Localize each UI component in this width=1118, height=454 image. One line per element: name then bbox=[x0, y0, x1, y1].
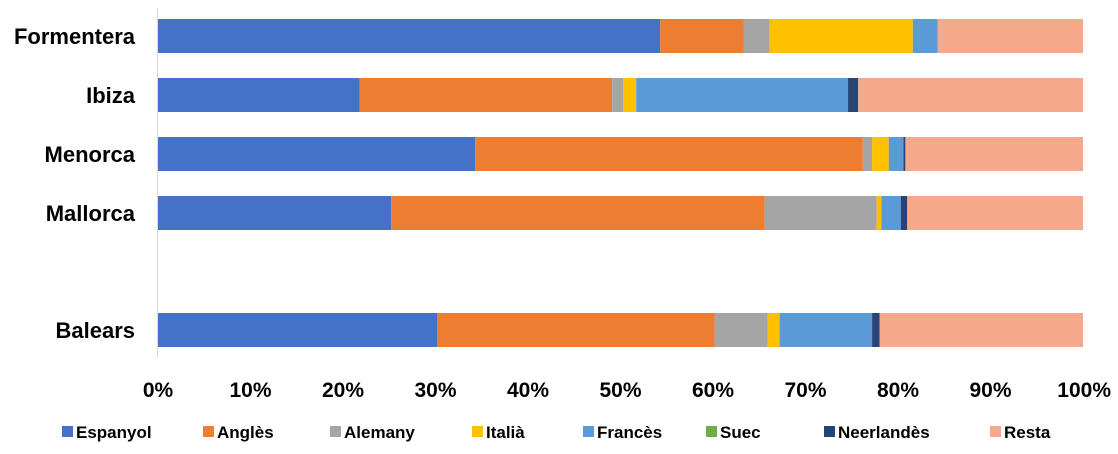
bar-segment-ibiza-resta bbox=[858, 78, 1083, 112]
legend-label: Neerlandès bbox=[838, 423, 930, 442]
bar-segment-mallorca-alemany bbox=[764, 196, 877, 230]
legend-swatch bbox=[990, 426, 1001, 437]
x-tick-label: 70% bbox=[784, 379, 826, 402]
bar-segment-menorca-italià bbox=[872, 137, 889, 171]
bar-segment-ibiza-espanyol bbox=[158, 78, 360, 112]
bar-segment-formentera-espanyol bbox=[158, 19, 661, 53]
bar-segment-balears-alemany bbox=[714, 313, 768, 347]
x-tick-label: 90% bbox=[969, 379, 1011, 402]
x-tick-label: 0% bbox=[143, 379, 174, 402]
bar-segment-formentera-alemany bbox=[743, 19, 770, 53]
category-label: Mallorca bbox=[46, 201, 136, 226]
bar-segment-mallorca-francès bbox=[881, 196, 901, 230]
bar-segment-balears-neerlandès bbox=[872, 313, 880, 347]
x-tick-label: 60% bbox=[692, 379, 734, 402]
bar-segment-ibiza-alemany bbox=[612, 78, 624, 112]
x-tick-label: 100% bbox=[1057, 379, 1111, 402]
x-tick-label: 80% bbox=[877, 379, 919, 402]
bar-segment-formentera-anglès bbox=[660, 19, 744, 53]
bar-segment-ibiza-italià bbox=[623, 78, 637, 112]
bar-segment-ibiza-francès bbox=[636, 78, 849, 112]
bar-segment-balears-espanyol bbox=[158, 313, 438, 347]
legend-label: Italià bbox=[486, 423, 525, 442]
bar-segment-menorca-resta bbox=[905, 137, 1083, 171]
legend-swatch bbox=[824, 426, 835, 437]
bar-segment-mallorca-resta bbox=[907, 196, 1083, 230]
bar-segment-ibiza-anglès bbox=[359, 78, 613, 112]
legend-label: Alemany bbox=[344, 423, 415, 442]
category-label: Menorca bbox=[45, 142, 136, 167]
legend-swatch bbox=[472, 426, 483, 437]
legend-label: Espanyol bbox=[76, 423, 152, 442]
legend-swatch bbox=[706, 426, 717, 437]
x-tick-label: 50% bbox=[599, 379, 641, 402]
x-tick-label: 40% bbox=[507, 379, 549, 402]
bar-segment-balears-resta bbox=[879, 313, 1083, 347]
legend-label: Resta bbox=[1004, 423, 1051, 442]
bar-segment-ibiza-neerlandès bbox=[848, 78, 859, 112]
legend-label: Suec bbox=[720, 423, 761, 442]
legend-swatch bbox=[62, 426, 73, 437]
category-label: Ibiza bbox=[86, 83, 136, 108]
legend-label: Anglès bbox=[217, 423, 274, 442]
bar-segment-mallorca-italià bbox=[876, 196, 882, 230]
bar-segment-menorca-neerlandès bbox=[903, 137, 906, 171]
bar-segment-mallorca-anglès bbox=[391, 196, 765, 230]
bar-segment-balears-anglès bbox=[437, 313, 715, 347]
legend-label: Francès bbox=[597, 423, 662, 442]
category-label: Formentera bbox=[14, 24, 136, 49]
category-label: Balears bbox=[55, 318, 135, 343]
legend-swatch bbox=[330, 426, 341, 437]
x-tick-label: 30% bbox=[414, 379, 456, 402]
legend-swatch bbox=[203, 426, 214, 437]
legend-swatch bbox=[583, 426, 594, 437]
x-tick-label: 20% bbox=[322, 379, 364, 402]
bar-segment-balears-francès bbox=[779, 313, 873, 347]
x-tick-label: 10% bbox=[229, 379, 271, 402]
bar-segment-mallorca-espanyol bbox=[158, 196, 392, 230]
bar-segment-menorca-anglès bbox=[475, 137, 863, 171]
bar-segment-menorca-alemany bbox=[862, 137, 873, 171]
bar-segment-menorca-espanyol bbox=[158, 137, 476, 171]
bar-segment-formentera-francès bbox=[912, 19, 938, 53]
bar-segment-formentera-italià bbox=[769, 19, 913, 53]
bar-segment-menorca-francès bbox=[888, 137, 904, 171]
bar-segment-formentera-resta bbox=[937, 19, 1083, 53]
bar-segment-mallorca-neerlandès bbox=[900, 196, 908, 230]
bar-segment-balears-italià bbox=[767, 313, 780, 347]
